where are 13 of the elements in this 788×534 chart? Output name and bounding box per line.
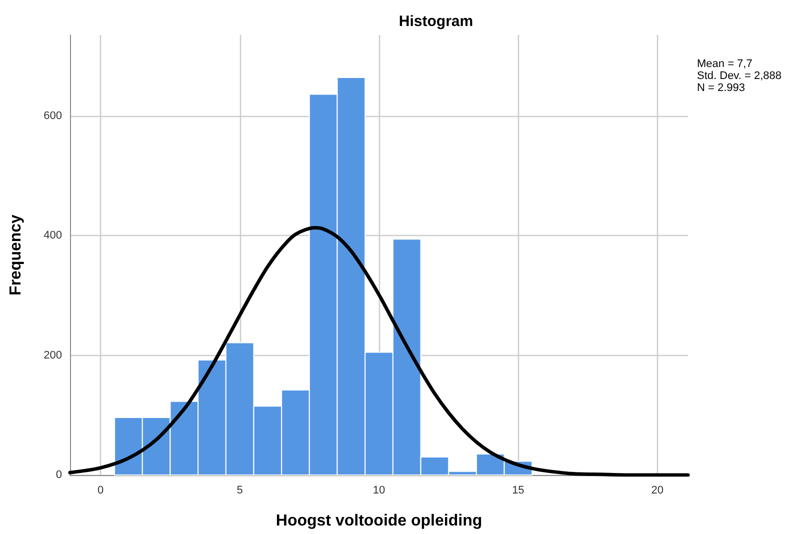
x-axis-title: Hoogst voltooide opleiding — [276, 512, 482, 530]
x-tick-label: 20 — [651, 484, 664, 496]
x-tick-label: 10 — [372, 484, 386, 496]
x-tick-label: 0 — [98, 484, 104, 496]
y-tick-label: 400 — [44, 230, 62, 242]
y-tick-label: 600 — [44, 110, 62, 122]
text: Mean = 7,7 Std. Dev. = 2,888 N = 2.993 — [697, 58, 782, 94]
y-tick-label: 0 — [56, 469, 62, 481]
y-tick-label: 200 — [44, 349, 62, 362]
x-tick-label: 15 — [512, 484, 524, 496]
x-tick-label: 5 — [236, 484, 243, 496]
y-axis-title: Frequency — [8, 214, 24, 296]
chart-title: Histogram — [398, 13, 474, 30]
